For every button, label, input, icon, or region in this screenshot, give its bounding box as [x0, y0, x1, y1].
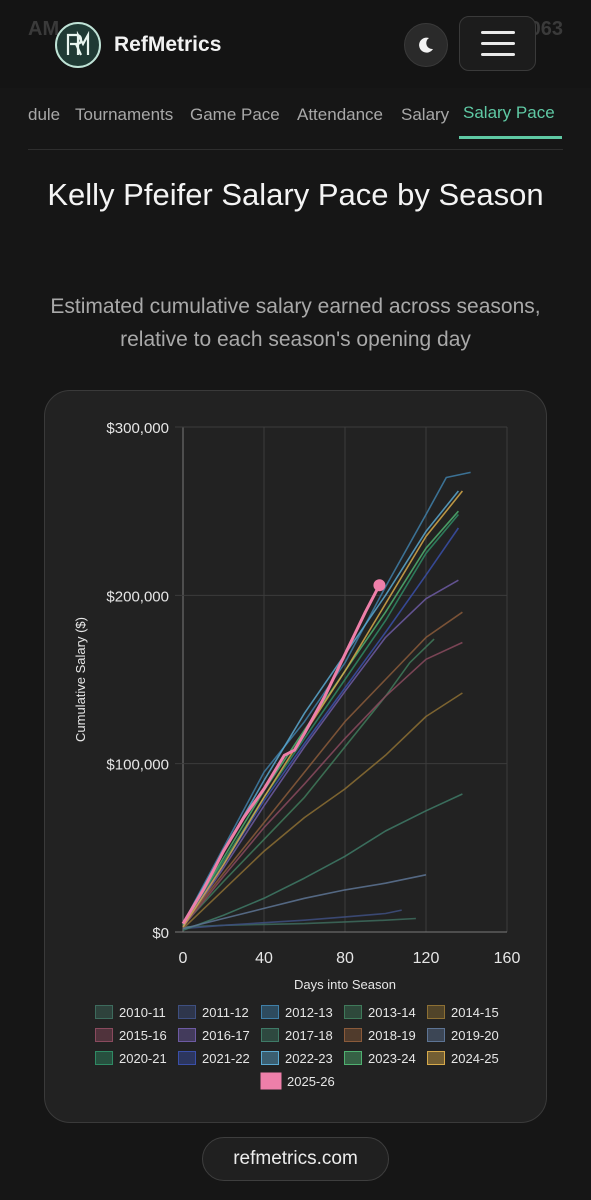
- legend-label: 2011-12: [202, 1005, 249, 1020]
- active-tab-indicator: [459, 136, 562, 139]
- legend-swatch: [178, 1051, 196, 1065]
- legend-swatch: [344, 1051, 362, 1065]
- series-line-2014-15: [182, 692, 463, 930]
- legend-swatch: [427, 1005, 445, 1019]
- top-bar: AM 7,063 RefMetrics: [0, 0, 591, 88]
- site-link[interactable]: refmetrics.com: [202, 1137, 389, 1181]
- series-line-2019-20: [182, 874, 427, 930]
- menu-button[interactable]: [459, 16, 536, 71]
- legend-label: 2023-24: [368, 1051, 416, 1066]
- tab-tournaments[interactable]: Tournaments: [75, 105, 174, 124]
- legend-label: 2012-13: [285, 1005, 333, 1020]
- legend-label: 2015-16: [119, 1028, 167, 1043]
- series-line-2018-19: [182, 611, 463, 926]
- ghost-text-left: AM: [28, 18, 60, 40]
- theme-toggle-button[interactable]: [404, 23, 448, 67]
- brand-name[interactable]: RefMetrics: [114, 33, 222, 56]
- tab-attendance[interactable]: Attendance: [297, 105, 384, 124]
- legend-label: 2019-20: [451, 1028, 499, 1043]
- series-line-2017-18: [182, 793, 463, 932]
- legend-label: 2025-26: [287, 1074, 335, 1089]
- legend-label: 2010-11: [119, 1005, 166, 1020]
- series-line-2013-14: [182, 638, 435, 926]
- legend-swatch: [95, 1028, 113, 1042]
- y-tick-label: $300,000: [106, 420, 169, 437]
- y-tick-label: $200,000: [106, 588, 169, 605]
- legend-label: 2017-18: [285, 1028, 333, 1043]
- tab-salary[interactable]: Salary: [401, 105, 450, 124]
- tabs-divider: [28, 149, 563, 150]
- legend-swatch: [261, 1028, 279, 1042]
- page-subtitle: Estimated cumulative salary earned acros…: [50, 295, 541, 351]
- y-tick-label: $0: [152, 925, 169, 942]
- page-title: Kelly Pfeifer Salary Pace by Season: [47, 177, 544, 212]
- legend-swatch: [427, 1051, 445, 1065]
- legend-swatch: [261, 1051, 279, 1065]
- x-tick-label: 160: [494, 950, 521, 967]
- tab-salary-pace[interactable]: Salary Pace: [463, 103, 555, 122]
- series-line-2015-16: [182, 641, 463, 928]
- legend-label: 2013-14: [368, 1005, 416, 1020]
- legend-swatch: [178, 1028, 196, 1042]
- y-tick-label: $100,000: [106, 757, 169, 774]
- legend-label: 2016-17: [202, 1028, 250, 1043]
- legend-label: 2021-22: [202, 1051, 250, 1066]
- logo-icon[interactable]: [55, 22, 101, 68]
- legend-swatch: [344, 1005, 362, 1019]
- legend-label: 2022-23: [285, 1051, 333, 1066]
- moon-icon: [419, 37, 433, 53]
- legend-swatch: [344, 1028, 362, 1042]
- series-line-2020-21: [182, 513, 460, 925]
- series-line-2023-24: [182, 510, 460, 926]
- legend-label: 2018-19: [368, 1028, 416, 1043]
- legend-swatch: [95, 1051, 113, 1065]
- legend-swatch: [95, 1005, 113, 1019]
- tab-game-pace[interactable]: Game Pace: [190, 105, 280, 124]
- menu-icon-bar: [480, 53, 515, 56]
- menu-icon-bar: [480, 42, 515, 45]
- legend-swatch: [261, 1005, 279, 1019]
- series-line-2012-13: [182, 471, 471, 924]
- series-line-2016-17: [182, 579, 459, 928]
- x-tick-label: 40: [255, 950, 273, 967]
- x-tick-label: 0: [179, 950, 188, 967]
- menu-icon-bar: [480, 31, 515, 34]
- legend-label: 2014-15: [451, 1005, 499, 1020]
- legend-swatch: [427, 1028, 445, 1042]
- series-line-2024-25: [182, 490, 464, 928]
- latest-point-marker: [373, 579, 386, 592]
- legend-swatch: [260, 1072, 282, 1090]
- tab-schedule[interactable]: dule: [28, 105, 61, 124]
- logo-mark: [66, 31, 90, 56]
- x-tick-label: 80: [336, 950, 354, 967]
- tab-bar: dule Tournaments Game Pace Attendance Sa…: [0, 88, 591, 148]
- x-axis-title: Days into Season: [294, 977, 396, 992]
- y-axis-title: Cumulative Salary ($): [73, 617, 88, 742]
- legend-label: 2020-21: [119, 1051, 167, 1066]
- chart-card: 0 40 80 120 160 $0 $100,000 $200,000 $300,000 Day…: [44, 390, 547, 1123]
- legend-label: 2024-25: [451, 1051, 499, 1066]
- series-line-2025-26: [181, 584, 381, 925]
- series-line-2011-12: [182, 909, 402, 930]
- x-tick-label: 120: [413, 950, 440, 967]
- legend-swatch: [178, 1005, 196, 1019]
- salary-pace-chart: 0 40 80 120 160 $0 $100,000 $200,000 $300,000 Day…: [73, 420, 521, 1090]
